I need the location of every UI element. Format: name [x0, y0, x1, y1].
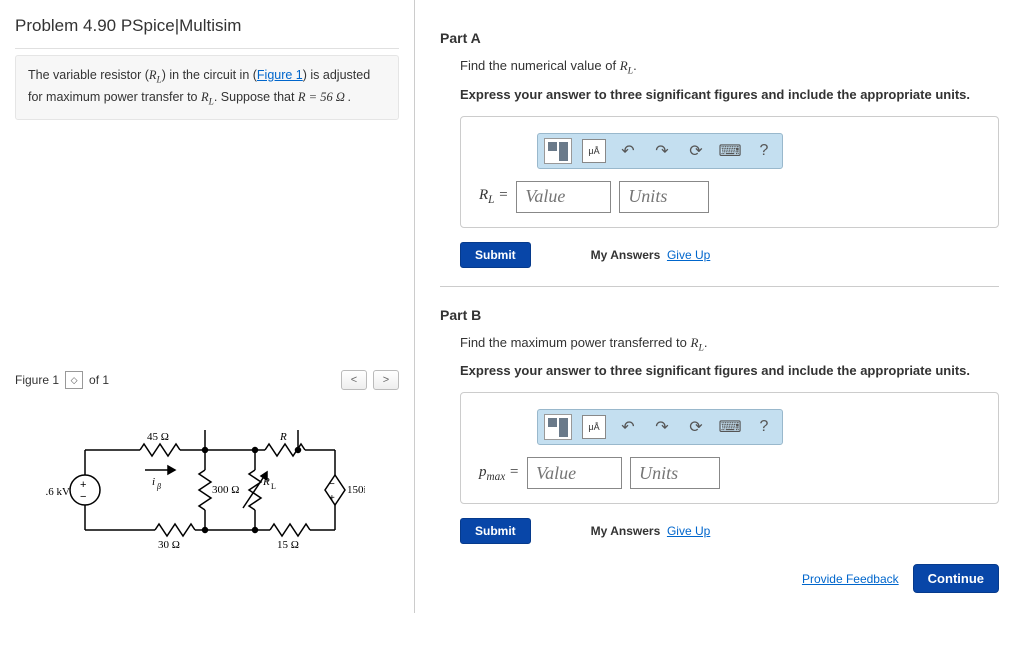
figure-label: Figure 1	[15, 373, 59, 387]
units-tool-icon[interactable]: μÅ	[582, 139, 606, 163]
template-icon[interactable]	[544, 138, 572, 164]
figure-next-button[interactable]: >	[373, 370, 399, 390]
part-b-answer-box: μÅ ↶ ↷ ⟳ ⌨ ? pmax =	[460, 392, 999, 504]
svg-text:15 Ω: 15 Ω	[277, 539, 299, 551]
svg-text:150i: 150i	[347, 484, 365, 496]
part-b-value-input[interactable]	[527, 457, 622, 489]
figure-toolbar: Figure 1 ◇ of 1 < >	[15, 370, 399, 390]
part-b-submit-button[interactable]: Submit	[460, 518, 531, 544]
part-a-giveup-link[interactable]: Give Up	[667, 248, 710, 262]
reset-icon[interactable]: ⟳	[684, 415, 708, 439]
figure-select[interactable]: ◇	[65, 371, 83, 389]
part-a-toolbar: μÅ ↶ ↷ ⟳ ⌨ ?	[537, 133, 783, 169]
svg-text:300 Ω: 300 Ω	[212, 484, 239, 496]
circuit-figure: 45 Ω 30 Ω R −	[45, 430, 399, 603]
part-b-instruction: Find the maximum power transferred to RL…	[460, 335, 999, 354]
provide-feedback-link[interactable]: Provide Feedback	[802, 572, 899, 586]
problem-title: Problem 4.90 PSpice|Multisim	[15, 10, 399, 49]
svg-text:R: R	[262, 476, 270, 488]
part-a-submit-button[interactable]: Submit	[460, 242, 531, 268]
reset-icon[interactable]: ⟳	[684, 139, 708, 163]
keyboard-icon[interactable]: ⌨	[718, 139, 742, 163]
svg-text:+: +	[329, 493, 335, 504]
part-a-answer-box: μÅ ↶ ↷ ⟳ ⌨ ? RL =	[460, 116, 999, 228]
svg-text:45 Ω: 45 Ω	[147, 431, 169, 443]
svg-text:L: L	[271, 482, 276, 491]
figure-link[interactable]: Figure 1	[257, 68, 303, 82]
help-icon[interactable]: ?	[752, 415, 776, 439]
part-a-instruction: Find the numerical value of RL.	[460, 58, 999, 77]
figure-of: of 1	[89, 373, 109, 387]
part-b-bold: Express your answer to three significant…	[460, 363, 999, 378]
svg-text:i: i	[152, 476, 155, 488]
part-b-giveup-link[interactable]: Give Up	[667, 524, 710, 538]
part-a-title: Part A	[440, 30, 999, 46]
undo-icon[interactable]: ↶	[616, 139, 640, 163]
svg-text:+: +	[80, 479, 86, 491]
svg-text:−: −	[329, 479, 335, 490]
continue-button[interactable]: Continue	[913, 564, 999, 593]
problem-statement: The variable resistor (RL) in the circui…	[15, 55, 399, 120]
part-b-toolbar: μÅ ↶ ↷ ⟳ ⌨ ?	[537, 409, 783, 445]
units-tool-icon[interactable]: μÅ	[582, 415, 606, 439]
part-a-bold: Express your answer to three significant…	[460, 87, 999, 102]
part-b-title: Part B	[440, 307, 999, 323]
part-a-var-label: RL =	[479, 187, 508, 206]
svg-text:R: R	[279, 431, 287, 443]
template-icon[interactable]	[544, 414, 572, 440]
part-a-units-input[interactable]	[619, 181, 709, 213]
svg-text:30 Ω: 30 Ω	[158, 539, 180, 551]
part-b-var-label: pmax =	[479, 464, 519, 483]
undo-icon[interactable]: ↶	[616, 415, 640, 439]
help-icon[interactable]: ?	[752, 139, 776, 163]
part-b-units-input[interactable]	[630, 457, 720, 489]
figure-prev-button[interactable]: <	[341, 370, 367, 390]
part-a-links: My Answers Give Up	[591, 248, 711, 262]
part-a-value-input[interactable]	[516, 181, 611, 213]
svg-text:−: −	[80, 491, 86, 503]
redo-icon[interactable]: ↷	[650, 415, 674, 439]
keyboard-icon[interactable]: ⌨	[718, 415, 742, 439]
svg-text:β: β	[156, 482, 161, 491]
redo-icon[interactable]: ↷	[650, 139, 674, 163]
part-b-links: My Answers Give Up	[591, 524, 711, 538]
svg-text:3.6 kV: 3.6 kV	[45, 486, 70, 498]
